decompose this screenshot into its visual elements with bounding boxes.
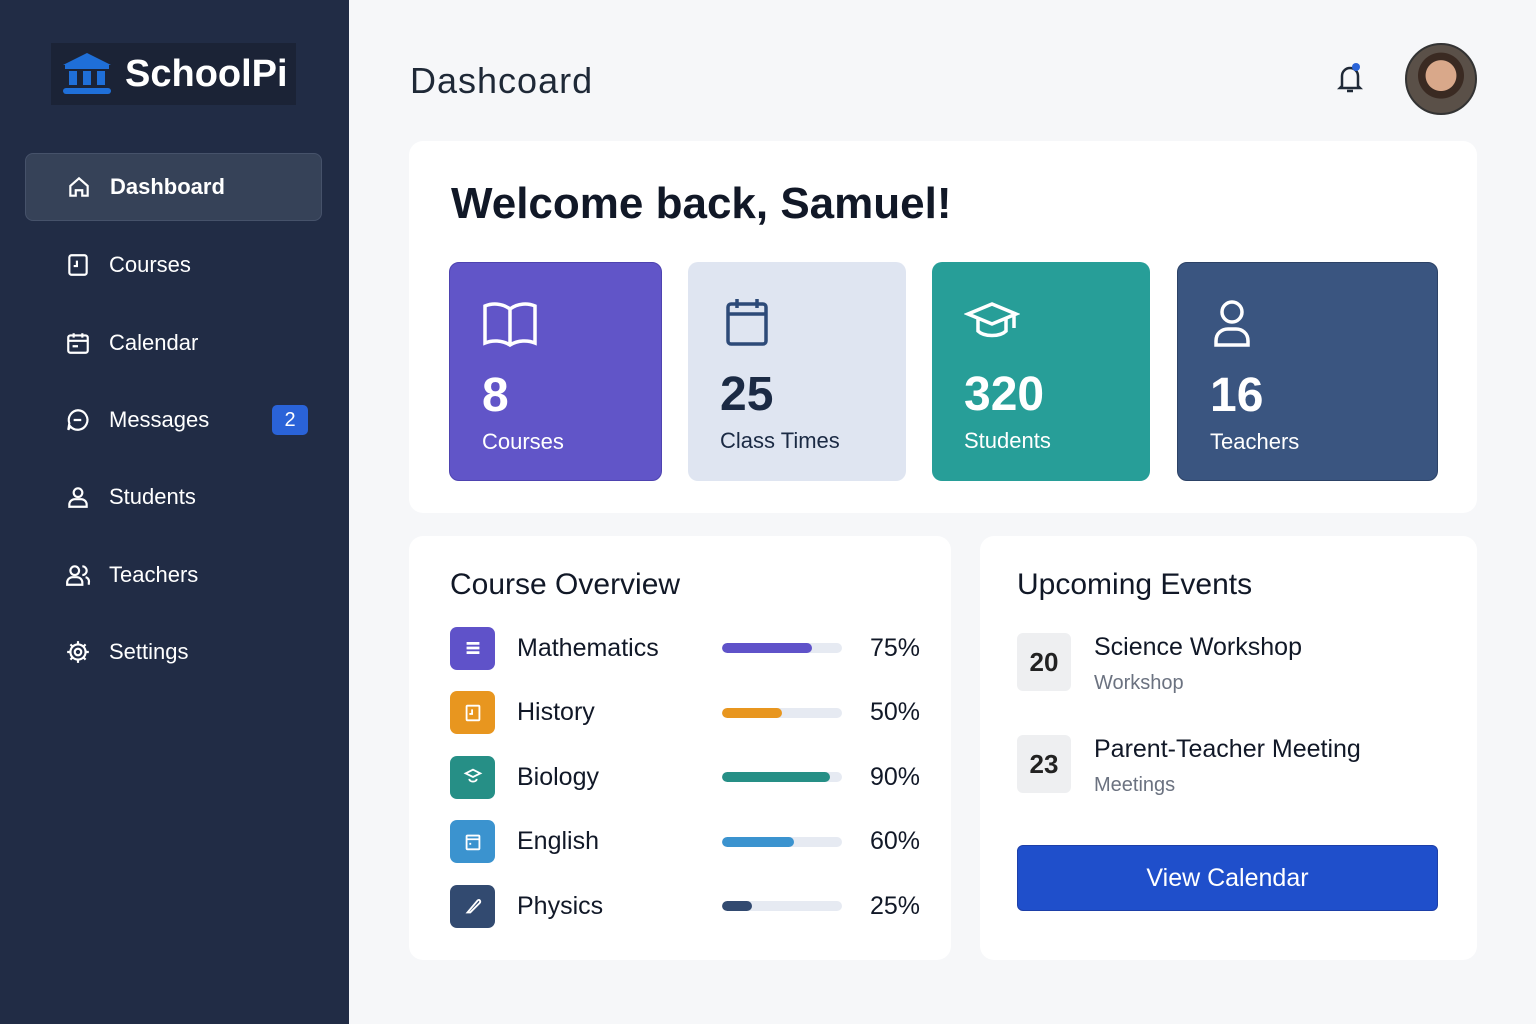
gear-icon <box>67 641 89 663</box>
school-building-icon <box>63 53 111 94</box>
stat-value: 320 <box>964 368 1045 421</box>
logo[interactable]: SchoolPi <box>51 43 296 105</box>
progress-fill <box>722 901 752 911</box>
open-book-icon <box>483 302 537 348</box>
stat-students[interactable]: 320 Students <box>932 262 1150 481</box>
stat-value: 8 <box>482 369 509 422</box>
course-overview-title: Course Overview <box>450 568 681 601</box>
calendar-icon <box>726 299 768 346</box>
sidebar-item-label: Dashboard <box>110 174 225 199</box>
course-row[interactable]: Physics 25% <box>450 884 920 928</box>
event-category: Meetings <box>1094 774 1176 796</box>
course-percent: 25% <box>869 891 920 920</box>
menu-icon <box>466 642 479 654</box>
stat-label: Teachers <box>1210 429 1300 454</box>
graduation-cap-icon <box>463 768 482 783</box>
event-date: 23 <box>1017 735 1071 793</box>
course-overview-card: Course Overview Mathematics 75% History … <box>409 536 951 960</box>
user-icon <box>1214 300 1250 347</box>
progress-fill <box>722 643 812 653</box>
course-name: Biology <box>517 762 599 791</box>
progress-bar <box>722 836 842 847</box>
notifications-button[interactable] <box>1334 62 1366 101</box>
course-icon-box <box>450 691 495 734</box>
course-row[interactable]: History 50% <box>450 691 920 735</box>
progress-bar <box>722 707 842 718</box>
welcome-card: Welcome back, Samuel! 8 Courses 25 Class… <box>409 141 1477 513</box>
messages-badge: 2 <box>272 405 308 435</box>
book-icon <box>465 704 480 721</box>
progress-bar <box>722 901 842 911</box>
sidebar-item-label: Courses <box>109 252 191 277</box>
course-icon-box <box>450 626 495 670</box>
course-name: Physics <box>517 891 604 920</box>
sidebar-item-teachers[interactable]: Teachers <box>25 541 322 609</box>
brand-name: SchoolPi <box>125 52 288 95</box>
progress-bar <box>722 643 842 653</box>
upcoming-events-card: Upcoming Events 20 Science Workshop Work… <box>980 536 1477 960</box>
sidebar-item-label: Teachers <box>109 562 199 587</box>
course-name: English <box>517 827 599 855</box>
course-row[interactable]: English 60% <box>450 820 920 864</box>
course-icon-box <box>450 884 495 928</box>
course-name: Mathematics <box>517 633 659 662</box>
course-row[interactable]: Mathematics 75% <box>450 626 920 670</box>
progress-bar <box>722 772 842 782</box>
stat-value: 25 <box>720 368 774 421</box>
course-percent: 50% <box>869 698 920 726</box>
sidebar-item-courses[interactable]: Courses <box>25 231 322 299</box>
page-title: Dashcoard <box>410 60 594 101</box>
notebook-icon <box>465 834 480 850</box>
sidebar-item-messages[interactable]: Messages 2 <box>25 386 322 454</box>
course-row[interactable]: Biology 90% <box>450 755 920 799</box>
sidebar-item-label: Messages <box>109 407 210 432</box>
view-calendar-button[interactable]: View Calendar <box>1017 845 1438 911</box>
course-icon-box <box>450 755 495 799</box>
upcoming-events-title: Upcoming Events <box>1017 568 1253 601</box>
sidebar: SchoolPi Dashboard Courses Calendar Mess… <box>0 0 349 1024</box>
home-icon <box>69 176 89 197</box>
bell-icon <box>1336 63 1364 93</box>
stat-value: 16 <box>1210 369 1264 422</box>
progress-fill <box>722 836 794 847</box>
course-percent: 90% <box>869 762 920 791</box>
course-percent: 60% <box>869 827 920 855</box>
users-icon <box>66 565 91 586</box>
progress-fill <box>722 707 782 718</box>
book-icon <box>68 254 88 276</box>
event-item[interactable]: 20 Science Workshop Workshop <box>1017 633 1302 695</box>
stat-label: Students <box>964 428 1051 453</box>
calendar-icon <box>67 333 89 354</box>
stat-teachers[interactable]: 16 Teachers <box>1177 262 1438 481</box>
avatar[interactable] <box>1405 43 1477 115</box>
event-title: Science Workshop <box>1094 633 1302 661</box>
pen-icon <box>465 898 481 914</box>
sidebar-item-dashboard[interactable]: Dashboard <box>25 153 322 221</box>
event-date: 20 <box>1017 633 1071 691</box>
sidebar-item-calendar[interactable]: Calendar <box>25 309 322 377</box>
course-icon-box <box>450 820 495 863</box>
chat-icon <box>67 409 89 431</box>
stat-label: Courses <box>482 429 564 454</box>
stat-courses[interactable]: 8 Courses <box>449 262 662 481</box>
event-title: Parent-Teacher Meeting <box>1094 735 1361 763</box>
sidebar-item-students[interactable]: Students <box>25 463 322 531</box>
course-name: History <box>517 698 595 726</box>
stat-label: Class Times <box>720 428 840 453</box>
event-category: Workshop <box>1094 672 1184 694</box>
stat-class-times[interactable]: 25 Class Times <box>688 262 906 481</box>
sidebar-item-settings[interactable]: Settings <box>25 618 322 686</box>
welcome-heading: Welcome back, Samuel! <box>451 179 952 228</box>
sidebar-item-label: Settings <box>109 639 189 664</box>
user-icon <box>68 487 88 508</box>
event-item[interactable]: 23 Parent-Teacher Meeting Meetings <box>1017 735 1361 797</box>
graduation-cap-icon <box>963 302 1021 338</box>
sidebar-item-label: Students <box>109 484 196 509</box>
progress-fill <box>722 772 830 782</box>
course-percent: 75% <box>869 633 920 662</box>
sidebar-item-label: Calendar <box>109 330 199 355</box>
